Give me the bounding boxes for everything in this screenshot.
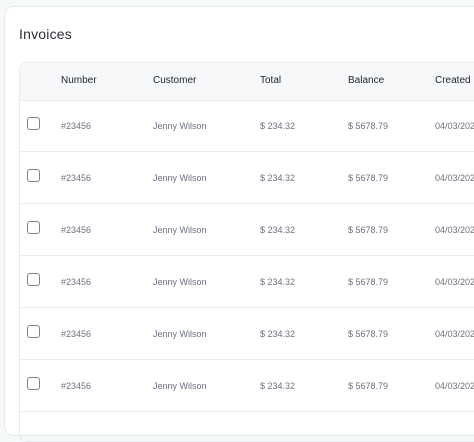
invoice-number: #23456 [61,381,92,391]
column-header-total[interactable]: Total [260,75,282,86]
invoice-total: $ 234.32 [260,225,296,235]
invoices-panel: Invoices Number Customer Total Balance C… [4,6,474,442]
invoice-customer: Jenny Wilson [153,381,207,391]
column-header-created[interactable]: Created [435,75,471,86]
invoice-number: #23456 [61,121,92,131]
table-row[interactable]: #23456 Jenny Wilson $ 234.32 $ 5678.79 0… [20,152,474,204]
row-checkbox[interactable] [27,377,40,390]
invoice-total: $ 234.32 [260,329,296,339]
table-header: Number Customer Total Balance Created [20,63,474,101]
column-header-number[interactable]: Number [61,75,97,86]
invoice-created: 04/03/202 [435,121,474,131]
invoice-number: #23456 [61,329,92,339]
row-checkbox[interactable] [27,221,40,234]
invoice-number: #23456 [61,225,92,235]
invoice-total: $ 234.32 [260,121,296,131]
invoice-customer: Jenny Wilson [153,277,207,287]
invoice-number: #23456 [61,173,92,183]
row-checkbox[interactable] [27,273,40,286]
invoice-created: 04/03/202 [435,225,474,235]
row-checkbox[interactable] [27,169,40,182]
invoice-total: $ 234.32 [260,277,296,287]
page-title: Invoices [19,26,72,42]
row-checkbox[interactable] [27,325,40,338]
invoice-created: 04/03/202 [435,381,474,391]
invoice-balance: $ 5678.79 [348,329,389,339]
invoice-customer: Jenny Wilson [153,173,207,183]
column-header-customer[interactable]: Customer [153,75,197,86]
table-row[interactable]: #23456 Jenny Wilson $ 234.32 $ 5678.79 0… [20,204,474,256]
table-row[interactable]: #23456 Jenny Wilson $ 234.32 $ 5678.79 0… [20,308,474,360]
invoice-number: #23456 [61,277,92,287]
invoice-balance: $ 5678.79 [348,381,389,391]
invoice-total: $ 234.32 [260,381,296,391]
invoice-balance: $ 5678.79 [348,173,389,183]
invoices-table: Number Customer Total Balance Created #2… [19,62,474,442]
invoice-customer: Jenny Wilson [153,329,207,339]
invoice-balance: $ 5678.79 [348,225,389,235]
table-row[interactable]: #23456 Jenny Wilson $ 234.32 $ 5678.79 0… [20,100,474,152]
invoice-customer: Jenny Wilson [153,225,207,235]
invoice-created: 04/03/202 [435,329,474,339]
invoice-created: 04/03/202 [435,173,474,183]
invoice-total: $ 234.32 [260,173,296,183]
invoice-created: 04/03/202 [435,277,474,287]
table-row[interactable]: #23456 Jenny Wilson $ 234.32 $ 5678.79 0… [20,360,474,412]
column-header-balance[interactable]: Balance [348,75,385,86]
row-checkbox[interactable] [27,117,40,130]
table-row[interactable]: #23456 Jenny Wilson $ 234.32 $ 5678.79 0… [20,256,474,308]
invoice-balance: $ 5678.79 [348,121,389,131]
invoice-customer: Jenny Wilson [153,121,207,131]
invoice-balance: $ 5678.79 [348,277,389,287]
